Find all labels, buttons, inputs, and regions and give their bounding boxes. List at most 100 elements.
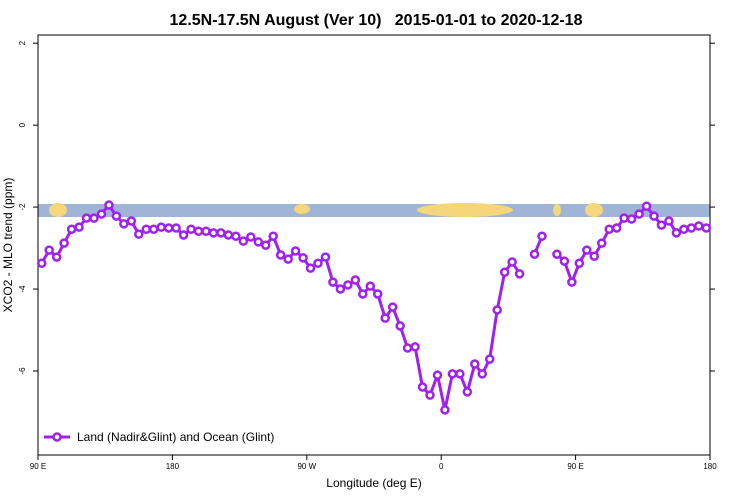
point: [499, 267, 510, 277]
point: [372, 289, 383, 299]
point: [163, 223, 174, 233]
y-tick-label: 2: [18, 40, 27, 45]
point: [567, 277, 577, 287]
point: [477, 369, 488, 379]
point: [358, 289, 368, 299]
point: [679, 224, 689, 234]
point: [335, 284, 346, 294]
point: [320, 252, 331, 262]
plot-frame: [37, 34, 711, 456]
land-blob: [553, 204, 561, 216]
point: [268, 231, 278, 241]
y-tick-label: -2: [18, 203, 27, 211]
point: [641, 201, 652, 212]
point: [559, 256, 570, 266]
point: [141, 224, 152, 234]
point: [111, 211, 122, 221]
point: [507, 257, 517, 267]
point: [201, 226, 211, 237]
point: [89, 213, 99, 223]
point: [514, 269, 525, 279]
point: [484, 354, 495, 364]
point: [126, 216, 137, 226]
point: [148, 224, 159, 234]
point: [216, 228, 226, 238]
x-tick-label: 90 E: [567, 462, 583, 471]
mask-band: [38, 204, 710, 217]
point: [634, 209, 644, 219]
chart-title: 12.5N-17.5N August (Ver 10) 2015-01-01 t…: [170, 12, 583, 29]
point: [432, 370, 443, 380]
point: [260, 240, 271, 250]
point: [171, 223, 181, 233]
point: [231, 231, 241, 241]
point: [671, 228, 682, 238]
point: [529, 249, 540, 259]
point: [440, 405, 450, 415]
point: [656, 220, 667, 230]
point: [104, 200, 114, 210]
point: [223, 230, 234, 240]
point: [619, 213, 629, 223]
point: [380, 313, 390, 323]
point: [328, 277, 338, 287]
x-axis-label: Longitude (deg E): [326, 476, 421, 490]
legend-label: Land (Nadir&Glint) and Ocean (Glint): [77, 430, 274, 444]
point: [96, 209, 107, 219]
point: [178, 230, 189, 240]
point: [51, 252, 62, 262]
point: [156, 222, 166, 232]
point: [59, 238, 69, 248]
x-tick-label: 0: [439, 462, 444, 471]
point: [589, 251, 600, 262]
point: [208, 228, 219, 238]
point: [455, 369, 465, 379]
point: [290, 246, 301, 256]
point: [313, 258, 323, 268]
point: [462, 387, 473, 397]
point: [425, 390, 435, 400]
point: [447, 369, 458, 379]
land-blob: [49, 203, 67, 217]
point: [238, 236, 249, 246]
point: [283, 254, 293, 264]
point: [365, 281, 376, 291]
point: [275, 250, 286, 260]
point: [246, 232, 256, 242]
point: [596, 238, 607, 248]
point: [537, 231, 547, 241]
point: [582, 245, 592, 255]
x-tick-label: 180: [166, 462, 180, 471]
point: [119, 219, 129, 229]
point: [395, 321, 405, 331]
point: [134, 229, 144, 239]
point: [74, 222, 84, 232]
point: [66, 224, 77, 234]
land-blob: [294, 204, 310, 214]
point: [649, 211, 659, 221]
point: [701, 223, 712, 233]
surface-mask: [38, 203, 710, 217]
point: [410, 342, 420, 352]
x-tick-label: 90 W: [297, 462, 316, 471]
point: [193, 226, 204, 237]
point: [604, 224, 614, 234]
land-blob: [417, 203, 513, 217]
point: [387, 302, 398, 312]
point: [350, 275, 361, 285]
y-tick-label: -4: [18, 285, 27, 293]
point: [552, 249, 562, 259]
point: [343, 280, 353, 290]
point: [402, 343, 413, 353]
point: [417, 382, 428, 392]
point: [611, 223, 622, 233]
y-axis-label: XCO2 - MLO trend (ppm): [1, 178, 15, 313]
land-blob: [585, 203, 603, 217]
y-tick-label: -6: [18, 367, 27, 375]
x-tick-label: 90 E: [30, 462, 46, 471]
point: [492, 305, 502, 315]
point: [253, 237, 264, 247]
point: [81, 213, 92, 223]
point: [664, 216, 674, 226]
point: [305, 263, 316, 273]
